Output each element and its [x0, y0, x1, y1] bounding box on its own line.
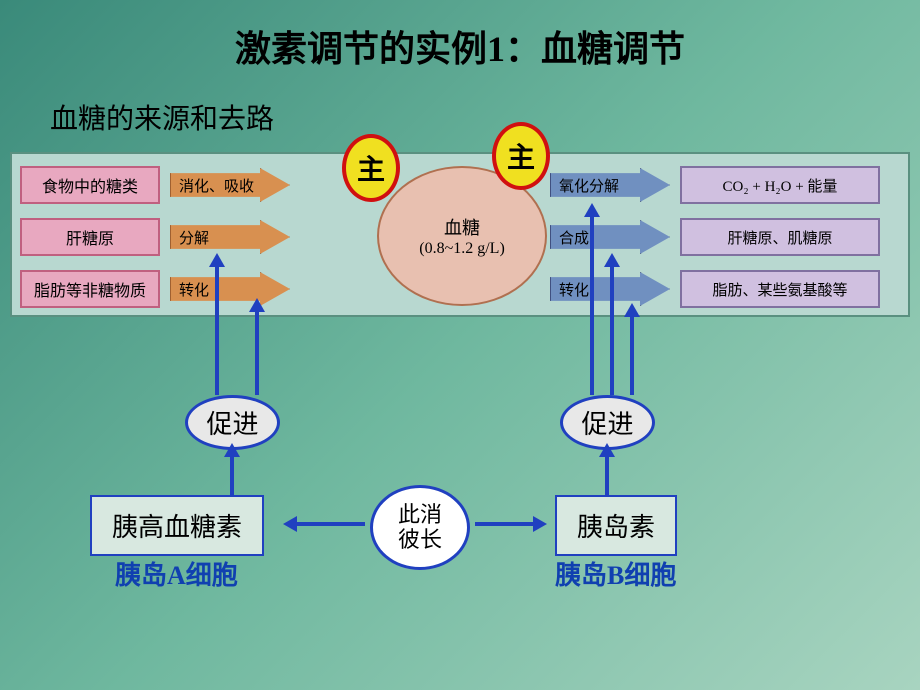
promote-left: 促进 — [185, 395, 280, 450]
relation-circle: 此消 彼长 — [370, 485, 470, 570]
rel-arrow-left — [295, 522, 365, 526]
dest-box-3: 脂肪、某些氨基酸等 — [680, 270, 880, 308]
flow-diagram: 食物中的糖类 肝糖原 脂肪等非糖物质 消化、吸收 分解 转化 血糖 (0.8~1… — [10, 152, 910, 317]
center-range: (0.8~1.2 g/L) — [419, 240, 505, 258]
relation-line1: 此消 — [398, 503, 442, 527]
center-label: 血糖 — [444, 214, 480, 240]
hormone-insulin: 胰岛素 — [555, 495, 677, 556]
main-badge-right: 主 — [492, 122, 550, 190]
dest-arrow-1: 氧化分解 — [550, 168, 670, 202]
up-arrow-1 — [215, 265, 219, 395]
up-arrow-3 — [590, 215, 594, 395]
page-title: 激素调节的实例1：血糖调节 — [0, 0, 920, 72]
source-arrow-2: 分解 — [170, 220, 290, 254]
promote-right: 促进 — [560, 395, 655, 450]
connect-right — [605, 455, 609, 495]
relation-line2: 彼长 — [398, 528, 442, 552]
source-box-2: 肝糖原 — [20, 218, 160, 256]
subtitle: 血糖的来源和去路 — [50, 97, 920, 137]
hormone-glucagon: 胰高血糖素 — [90, 495, 264, 556]
rel-arrow-right — [475, 522, 535, 526]
up-arrow-4 — [610, 265, 614, 395]
dest-box-1: CO₂ + H₂O + 能量 — [680, 166, 880, 204]
main-badge-left: 主 — [342, 134, 400, 202]
source-arrow-3: 转化 — [170, 272, 290, 306]
connect-left — [230, 455, 234, 495]
source-box-1: 食物中的糖类 — [20, 166, 160, 204]
up-arrow-5 — [630, 315, 634, 395]
dest-arrow-2: 合成 — [550, 220, 670, 254]
source-arrow-1: 消化、吸收 — [170, 168, 290, 202]
cell-a-label: 胰岛A细胞 — [115, 555, 238, 592]
up-arrow-2 — [255, 310, 259, 395]
cell-b-label: 胰岛B细胞 — [555, 555, 676, 592]
source-box-3: 脂肪等非糖物质 — [20, 270, 160, 308]
dest-box-2: 肝糖原、肌糖原 — [680, 218, 880, 256]
